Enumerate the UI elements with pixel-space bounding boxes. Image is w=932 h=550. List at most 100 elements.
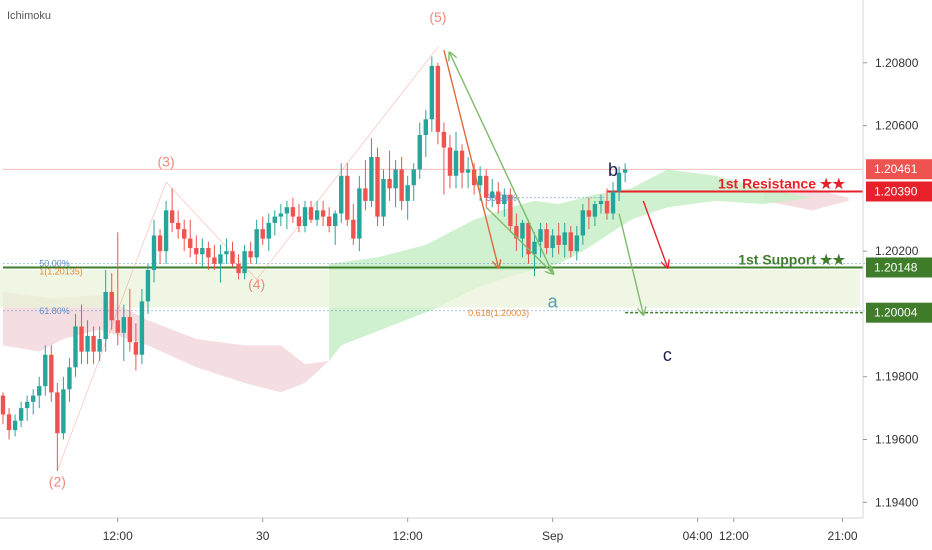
candle-body-21	[127, 317, 133, 343]
candle-body-7	[43, 354, 48, 387]
candle-body-80	[484, 175, 489, 198]
candle-body-11	[67, 367, 72, 390]
candle-body-77	[465, 169, 471, 173]
candle-body-35	[212, 257, 217, 264]
fib-label-4: 0.618(1.20003)	[468, 308, 529, 318]
candle-body-61	[369, 156, 374, 201]
level-name-0: 1st Resistance ★★	[718, 176, 845, 192]
candle-body-48	[290, 207, 296, 217]
fib-label-1: 1(1.20135)	[39, 267, 83, 277]
candle-body-29	[175, 222, 181, 230]
candle-body-102	[616, 172, 622, 192]
candle-body-63	[381, 178, 386, 217]
candle-body-33	[200, 248, 205, 255]
candle-body-31	[188, 238, 193, 249]
x-tick-label-1: 30	[256, 529, 270, 543]
candle-body-52	[314, 210, 320, 220]
candle-body-37	[224, 251, 229, 255]
candle-body-2	[12, 420, 18, 431]
wave-label-2: (4)	[248, 276, 265, 292]
candle-body-70	[423, 119, 428, 135]
candle-body-15	[91, 335, 96, 352]
candle-body-13	[79, 326, 84, 352]
candle-body-90	[544, 229, 549, 249]
candle-body-71	[429, 65, 435, 120]
candle-body-78	[471, 169, 477, 186]
candle-body-87	[526, 222, 531, 255]
projection-arrow-3	[618, 213, 643, 313]
candle-body-81	[490, 191, 495, 198]
candle-body-58	[351, 219, 356, 239]
y-tick-label-0: 1.19400	[875, 495, 919, 509]
fib-label-3: 38.20%	[486, 193, 517, 203]
candle-body-16	[97, 339, 102, 352]
candle-body-57	[345, 175, 350, 220]
candle-body-12	[73, 326, 78, 368]
price-tag-text-0: 1.20390	[874, 185, 918, 199]
candle-body-50	[302, 207, 308, 227]
wave-label-0: (2)	[49, 474, 66, 490]
candle-body-100	[604, 200, 610, 214]
y-tick-label-7: 1.20800	[875, 56, 919, 70]
price-tag-3	[866, 159, 932, 180]
candle-body-97	[586, 210, 592, 217]
cloud-green-area	[329, 169, 813, 362]
candle-body-56	[339, 175, 344, 214]
y-tick-label-2: 1.19800	[875, 370, 919, 384]
candle-body-54	[326, 216, 332, 227]
price-tag-0	[866, 181, 932, 202]
candle-body-38	[230, 251, 235, 264]
candle-body-85	[514, 226, 519, 239]
candle-body-36	[218, 254, 223, 264]
candle-body-65	[393, 169, 398, 189]
candle-body-44	[266, 222, 271, 239]
candle-body-5	[31, 395, 36, 402]
candle-body-22	[133, 342, 139, 355]
indicator-label: Ichimoku	[7, 10, 52, 22]
candle-body-95	[574, 235, 579, 252]
wave-label-3: (5)	[429, 9, 446, 25]
x-tick-label-3: Sep	[542, 529, 564, 543]
candle-body-39	[236, 263, 241, 274]
x-tick-label-6: 12:00	[719, 529, 749, 543]
candle-body-30	[182, 229, 187, 239]
candle-body-28	[169, 210, 175, 223]
price-tag-text-1: 1.20148	[874, 260, 918, 274]
candle-body-1	[6, 414, 12, 431]
candle-body-25	[151, 235, 157, 270]
candle-body-94	[568, 232, 573, 252]
wave-label-1: (3)	[158, 153, 175, 169]
candle-body-47	[284, 207, 290, 214]
candle-body-46	[278, 213, 284, 217]
candle-body-53	[320, 210, 326, 217]
price-tag-text-3: 1.20461	[874, 162, 918, 176]
candle-body-86	[520, 222, 525, 239]
candle-body-49	[296, 216, 302, 227]
candle-body-88	[532, 241, 537, 255]
y-tick-label-1: 1.19600	[875, 433, 919, 447]
candle-body-79	[477, 175, 483, 186]
candle-body-55	[333, 213, 338, 227]
projection-arrow-1	[450, 53, 554, 274]
candle-body-67	[405, 185, 410, 201]
y-tick-label-6: 1.20600	[875, 119, 919, 133]
x-tick-label-5: 21:00	[828, 529, 858, 543]
candle-body-32	[194, 248, 199, 255]
candle-body-101	[610, 191, 616, 214]
candle-body-34	[206, 248, 211, 258]
candle-body-9	[55, 392, 60, 434]
candle-body-69	[417, 134, 422, 170]
x-tick-label-2: 12:00	[393, 529, 423, 543]
candle-body-4	[24, 401, 30, 409]
candle-body-10	[61, 389, 66, 434]
cloud-red-area	[3, 291, 330, 393]
candle-body-19	[115, 320, 120, 333]
candle-body-45	[272, 216, 277, 223]
candle-body-27	[163, 210, 169, 252]
price-tag-1	[866, 257, 932, 278]
candle-body-62	[375, 156, 380, 217]
candle-body-75	[453, 150, 459, 176]
candle-body-83	[502, 194, 507, 205]
price-tag-text-2: 1.20004	[874, 306, 918, 320]
